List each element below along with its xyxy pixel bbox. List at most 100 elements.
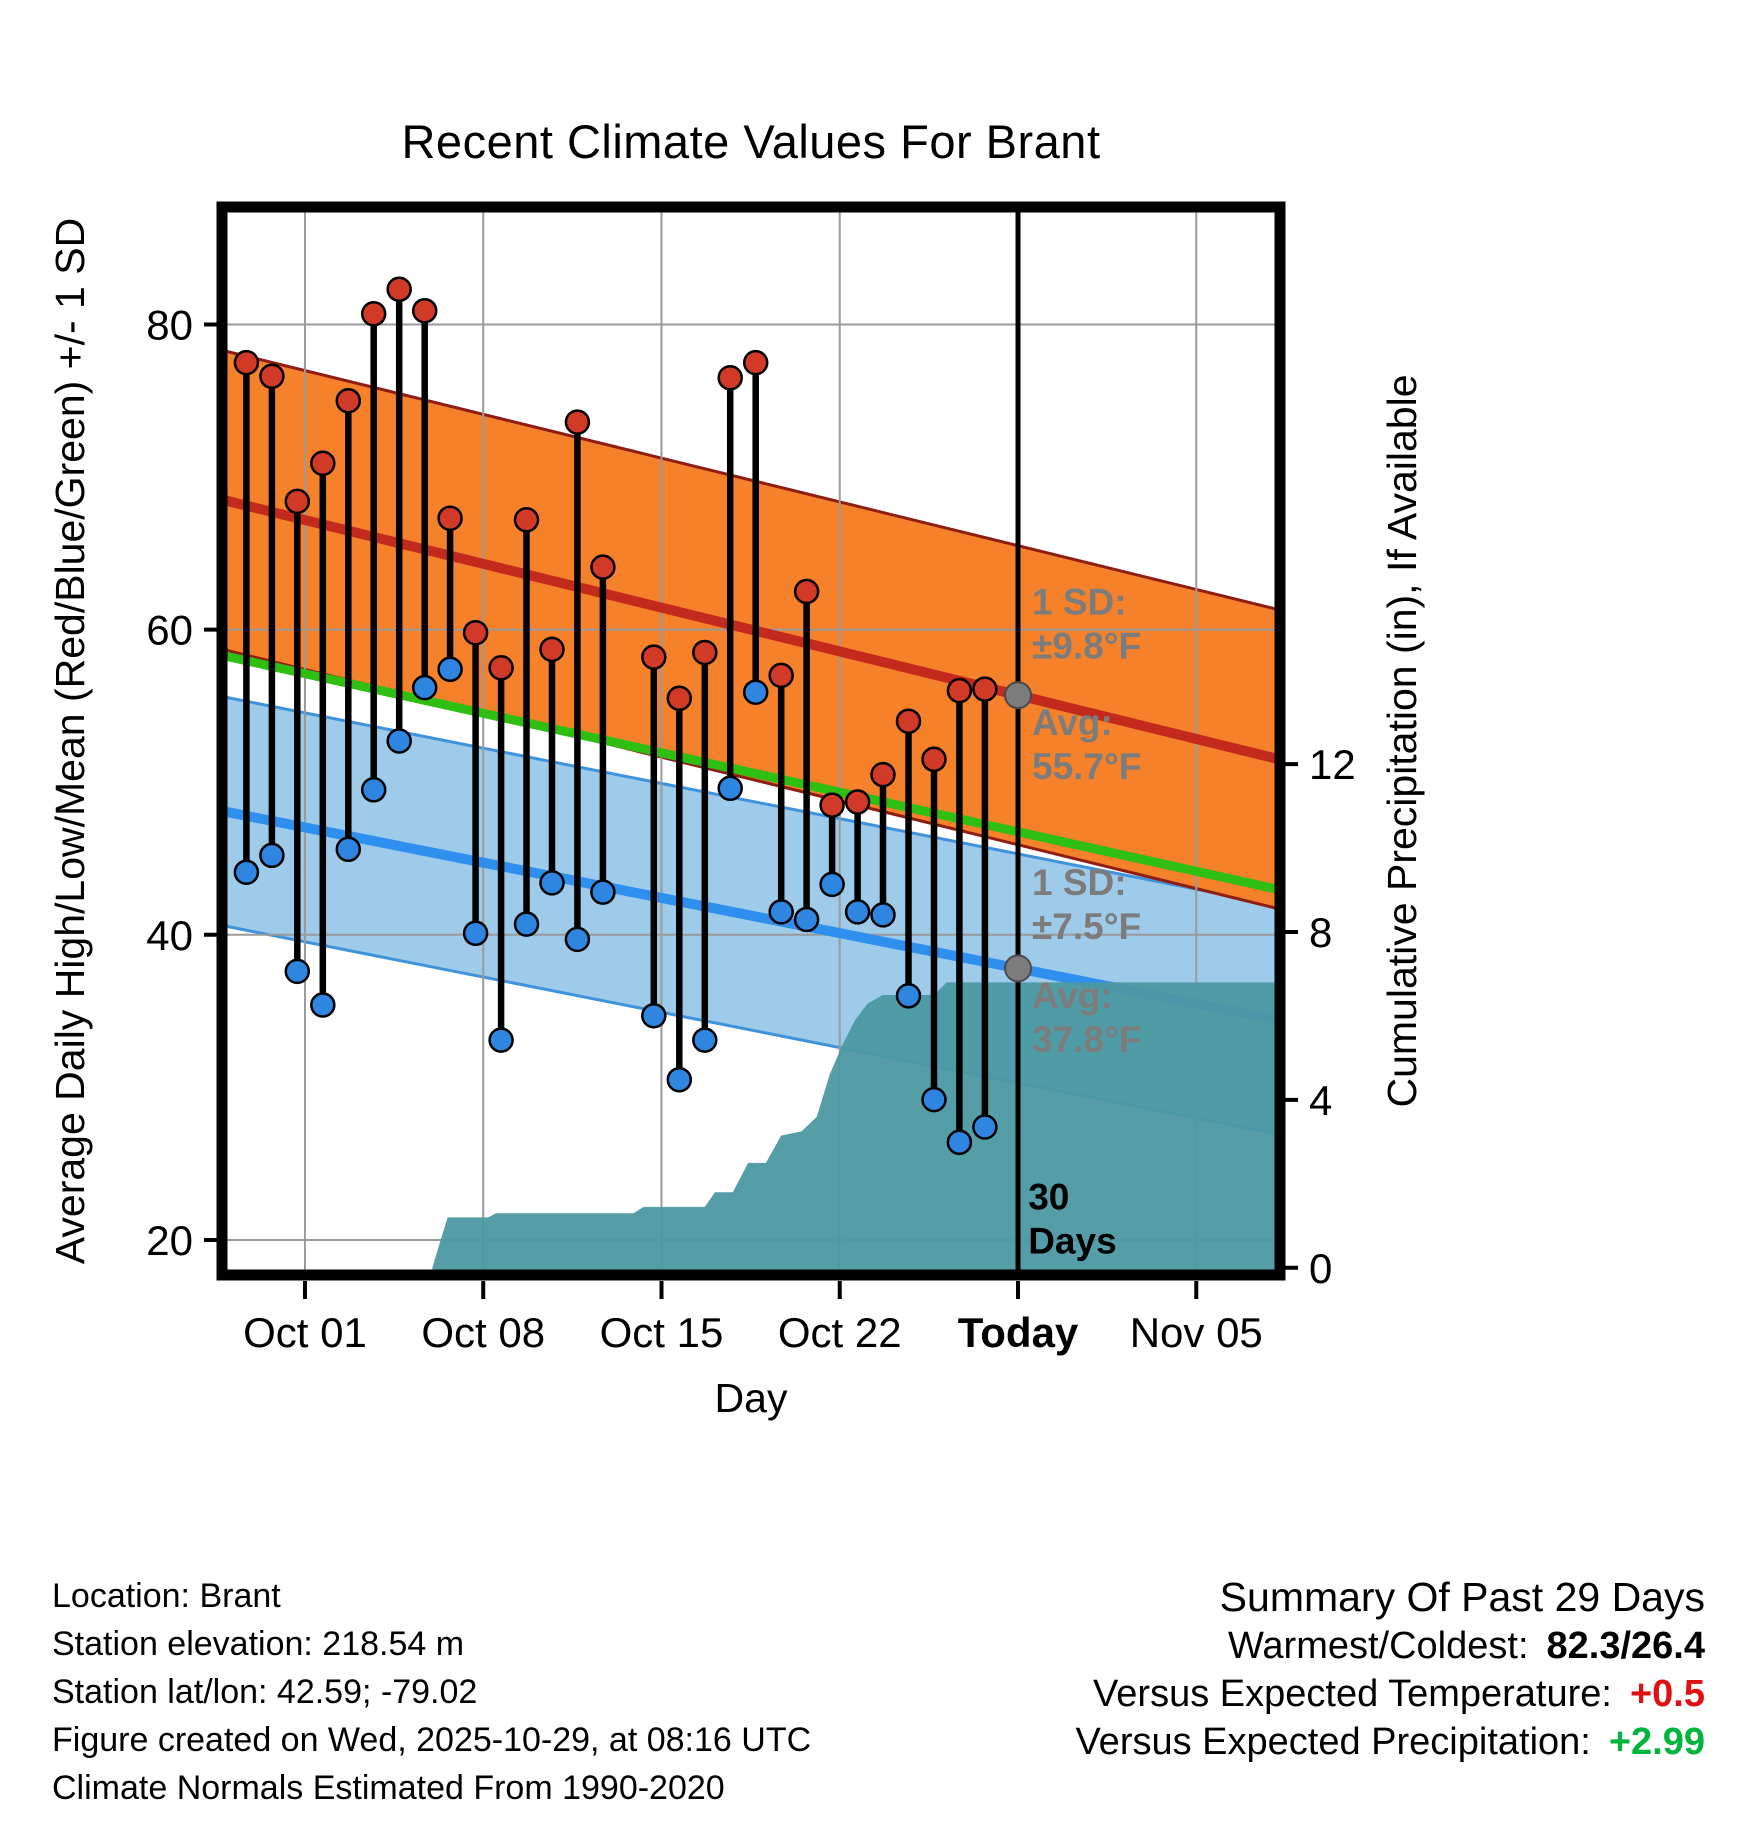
daily-high-dot xyxy=(641,644,667,670)
x-tick-label: Oct 15 xyxy=(600,1309,724,1356)
y-right-tick-label: 8 xyxy=(1309,909,1332,956)
daily-low-dot xyxy=(972,1114,998,1140)
daily-low-dot xyxy=(335,836,362,863)
cumulative-precip-area xyxy=(432,982,1277,1272)
daily-low-dot xyxy=(844,899,871,925)
daily-low-dot xyxy=(539,870,565,896)
climate-normals-note: Climate Normals Estimated From 1990-2020 xyxy=(52,1769,725,1807)
daily-high-dot xyxy=(488,655,514,681)
today-marker-layer xyxy=(1004,210,1033,1272)
daily-high-dot xyxy=(233,349,260,376)
daily-high-dot xyxy=(717,365,743,391)
daily-low-dot xyxy=(488,1027,514,1053)
daily-low-dot xyxy=(284,958,311,985)
daily-high-dot xyxy=(819,792,845,818)
annotation-text: 55.7°F xyxy=(1032,746,1141,787)
daily-high-dot xyxy=(666,685,693,712)
summary-title: Summary Of Past 29 Days xyxy=(1219,1574,1705,1620)
station-location: Location: Brant xyxy=(52,1577,281,1615)
annotation-text: Avg: xyxy=(1032,702,1113,743)
summary-row-warmest-coldest: Warmest/Coldest: 82.3/26.4 xyxy=(1075,1622,1705,1670)
daily-low-dot xyxy=(895,983,922,1009)
daily-low-dot xyxy=(462,920,489,947)
daily-high-dot xyxy=(462,619,489,646)
daily-high-dot xyxy=(437,505,463,531)
daily-low-dot xyxy=(870,902,896,928)
summary-label: Warmest/Coldest: xyxy=(1227,1625,1529,1667)
daily-low-dot xyxy=(793,906,820,933)
daily-low-dot xyxy=(513,911,540,937)
annotation-text: 37.8°F xyxy=(1032,1019,1141,1060)
daily-low-dot xyxy=(717,775,743,802)
daily-high-dot xyxy=(946,677,973,704)
daily-high-dot xyxy=(870,761,896,788)
y-right-tick-label: 0 xyxy=(1309,1245,1332,1292)
y-left-tick-label: 20 xyxy=(146,1217,193,1264)
daily-low-dot xyxy=(411,674,438,701)
daily-low-dot xyxy=(819,871,845,898)
summary-value: 82.3/26.4 xyxy=(1546,1625,1705,1667)
annotation-text: ±7.5°F xyxy=(1032,906,1141,947)
daily-high-dot xyxy=(259,363,285,390)
daily-low-dot xyxy=(590,879,616,905)
daily-high-dot xyxy=(972,676,998,702)
daily-bars-layer xyxy=(233,276,998,1156)
daily-low-dot xyxy=(742,679,769,705)
daily-low-dot xyxy=(768,899,794,925)
daily-low-dot xyxy=(360,777,387,803)
daily-high-dot xyxy=(335,387,362,414)
daily-low-dot xyxy=(666,1066,693,1093)
daily-high-dot xyxy=(539,636,565,663)
daily-low-dot xyxy=(564,926,591,953)
plot-border xyxy=(216,201,1286,1281)
daily-high-dot xyxy=(692,639,718,666)
annotation-text: 30 xyxy=(1028,1176,1069,1217)
summary-block: Summary Of Past 29 Days Warmest/Coldest:… xyxy=(1075,1572,1705,1766)
y-left-tick-label: 40 xyxy=(146,912,193,959)
daily-low-dot xyxy=(921,1086,947,1113)
summary-row-vs-temperature: Versus Expected Temperature: +0.5 xyxy=(1075,1670,1705,1718)
summary-label: Versus Expected Precipitation: xyxy=(1075,1721,1591,1763)
ticks-layer: Oct 01 Oct 08 Oct 15 Oct 22 Today Nov 0520406… xyxy=(146,301,1355,1356)
average-marker-dot xyxy=(1004,681,1033,710)
daily-high-dot xyxy=(360,301,387,327)
daily-high-dot xyxy=(284,488,311,515)
summary-value: +0.5 xyxy=(1629,1673,1705,1715)
daily-low-dot xyxy=(437,656,463,683)
chart-title: Recent Climate Values For Brant xyxy=(401,115,1101,168)
daily-high-dot xyxy=(564,409,591,435)
daily-high-dot xyxy=(844,789,871,815)
x-tick-label: Today xyxy=(958,1309,1079,1356)
daily-low-dot xyxy=(641,1002,667,1029)
station-latlon: Station lat/lon: 42.59; -79.02 xyxy=(52,1673,478,1711)
station-info-block: Location: Brant Station elevation: 218.5… xyxy=(52,1572,811,1812)
summary-row-vs-precipitation: Versus Expected Precipitation: +2.99 xyxy=(1075,1718,1705,1766)
x-tick-label: Oct 22 xyxy=(778,1309,902,1356)
x-tick-label: Nov 05 xyxy=(1130,1309,1263,1356)
annotation-text: 1 SD: xyxy=(1032,862,1127,903)
daily-low-dot xyxy=(259,842,285,869)
daily-high-dot xyxy=(411,297,438,324)
annotation-text: 1 SD: xyxy=(1032,581,1127,622)
daily-low-dot xyxy=(692,1027,718,1053)
daily-high-dot xyxy=(742,349,769,376)
daily-high-dot xyxy=(590,554,616,580)
daily-high-dot xyxy=(921,746,947,773)
annotation-text: ±9.8°F xyxy=(1032,625,1141,666)
daily-high-dot xyxy=(386,276,412,303)
daily-low-dot xyxy=(233,859,260,885)
daily-high-dot xyxy=(793,578,820,605)
daily-high-dot xyxy=(513,507,540,533)
daily-high-dot xyxy=(310,450,336,477)
daily-low-dot xyxy=(310,992,336,1018)
y-right-tick-label: 4 xyxy=(1309,1077,1332,1124)
y-left-tick-label: 60 xyxy=(146,607,193,654)
annotation-text: Avg: xyxy=(1032,975,1113,1016)
station-elevation: Station elevation: 218.54 m xyxy=(52,1625,465,1663)
x-axis-label: Day xyxy=(715,1375,788,1421)
figure-created-timestamp: Figure created on Wed, 2025-10-29, at 08… xyxy=(52,1721,812,1759)
x-tick-label: Oct 08 xyxy=(421,1309,545,1356)
